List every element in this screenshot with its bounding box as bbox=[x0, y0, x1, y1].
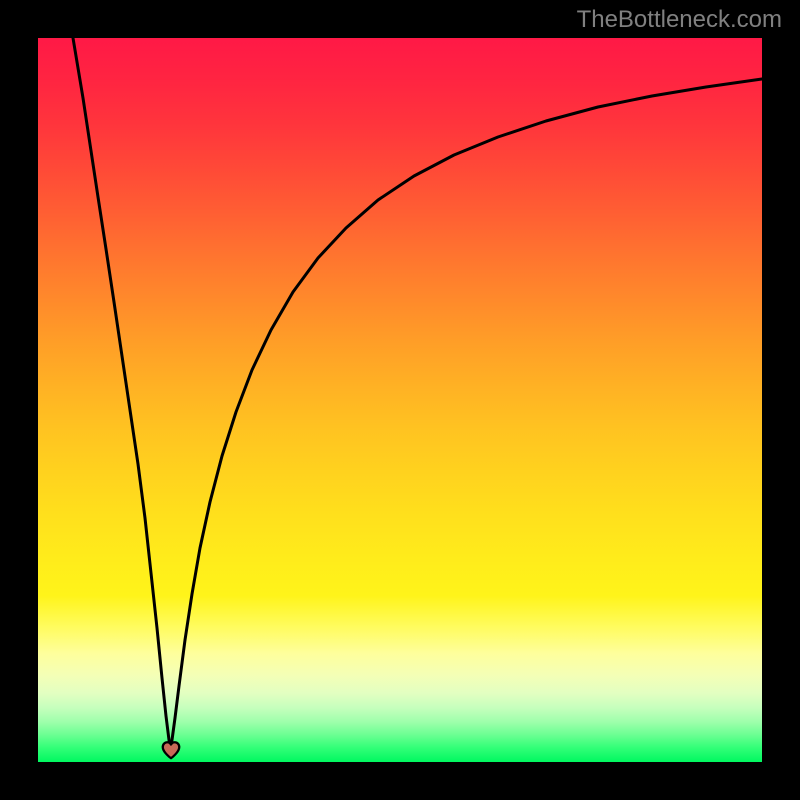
curve-svg bbox=[38, 38, 762, 762]
plot-area bbox=[38, 38, 762, 762]
min-marker bbox=[160, 739, 182, 761]
watermark-text: TheBottleneck.com bbox=[577, 6, 782, 34]
